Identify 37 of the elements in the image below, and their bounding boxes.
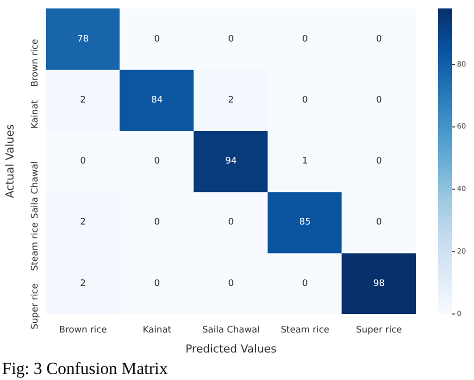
data-label: 78 [77,34,89,44]
data-label: 0 [228,218,234,228]
data-label: 1 [302,156,308,167]
data-label: 0 [80,156,86,167]
data-label: 0 [376,218,382,228]
x-axis-title: Predicted Values [185,342,277,356]
x-tick-label: Steam rice [280,326,330,336]
y-tick-label: Kainat [30,100,40,129]
y-tick-label: Steam rice [30,222,40,271]
data-label: 85 [299,218,311,228]
y-tick-label: Brown rice [30,38,40,87]
data-label: 98 [373,278,385,289]
data-label: 0 [228,278,234,289]
data-label: 0 [302,34,308,44]
data-label: 0 [154,156,160,167]
data-label: 2 [228,95,234,106]
x-tick-label: Saila Chawal [202,326,260,336]
data-label: 2 [80,218,86,228]
x-tick-label: Super rice [356,326,402,336]
data-label: 0 [302,278,308,289]
data-label: 0 [302,95,308,106]
x-tick-label: Brown rice [59,326,108,336]
y-axis-title: Actual Values [3,124,16,198]
data-label: 0 [154,278,160,289]
y-tick-label: Saila Chawal [30,161,40,219]
data-label: 0 [154,218,160,228]
data-label: 2 [80,278,86,289]
data-label: 0 [228,34,234,44]
x-tick-label: Kainat [142,326,172,336]
data-label: 94 [225,156,237,167]
text: Fig: 3 Confusion Matrix [2,358,168,378]
data-label: 0 [376,156,382,167]
data-label: 84 [151,95,163,106]
data-label: 0 [376,34,382,44]
data-label: 0 [376,95,382,106]
data-label: 0 [154,34,160,44]
data-label: 2 [80,95,86,106]
